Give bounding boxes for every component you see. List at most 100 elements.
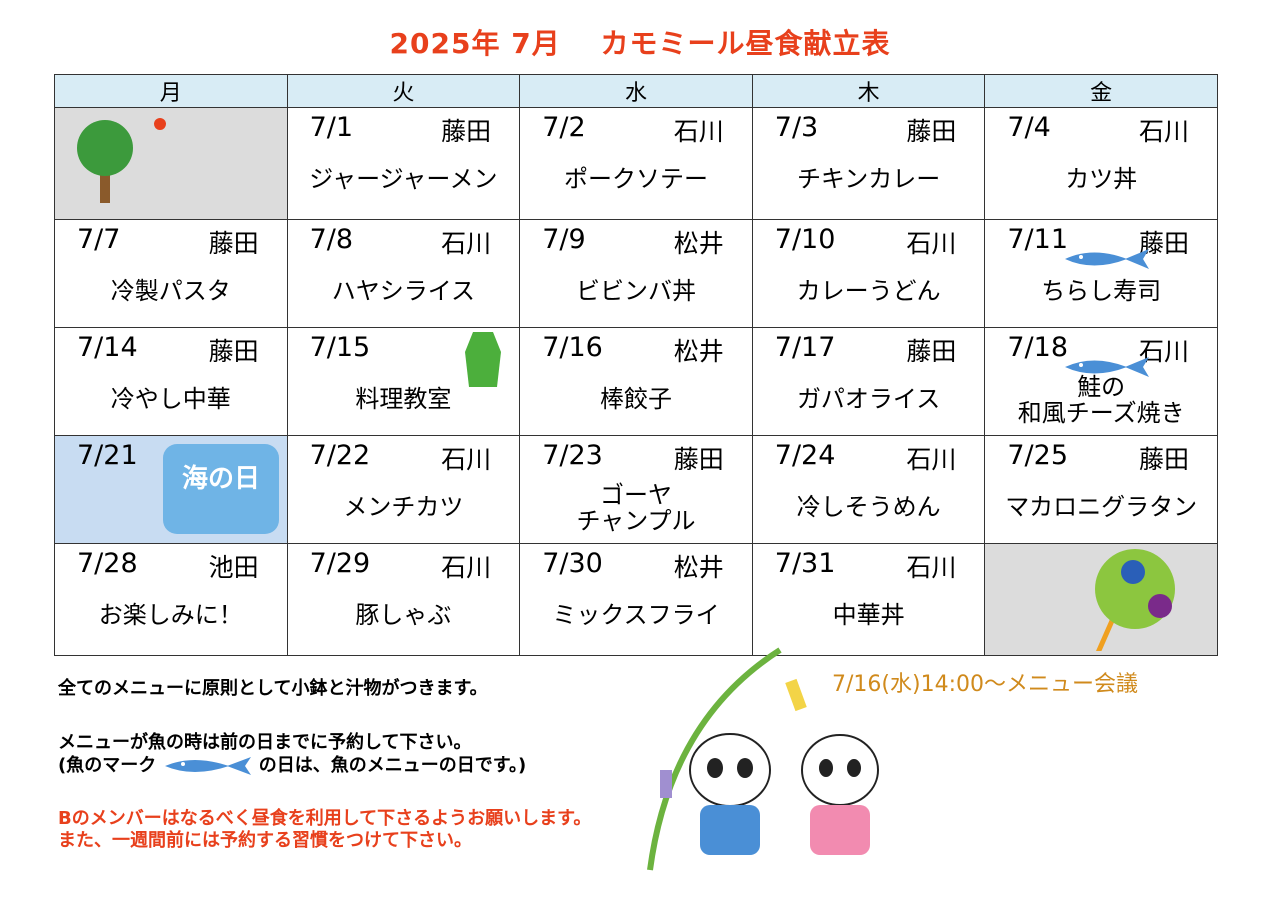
day-cell: 7/29 石川豚しゃぶ [286, 543, 521, 656]
menu-item: マカロニグラタン [1005, 493, 1198, 521]
day-cell: 7/3 藤田 チキンカレー [751, 107, 986, 220]
menu-calendar: 月火水木金 7/1 藤田 ジャージャーメン 7/2 石川 ポークソテー 7/3 藤田 チキンカレ… [54, 74, 1218, 666]
date-label: 7/9 [542, 224, 586, 255]
umi-no-hi-badge: 海の日 [163, 444, 279, 534]
menu-item: 冷やし中華 [110, 385, 231, 413]
menu-item: 棒餃子 [599, 385, 672, 413]
date-label: 7/16 [542, 332, 603, 363]
menu-item: カツ丼 [1065, 165, 1138, 193]
weekday-header: 金 [984, 74, 1218, 108]
staff-name: 石川 [1138, 117, 1189, 146]
date-label: 7/30 [542, 548, 603, 579]
page-title: 2025年 7月 カモミール昼食献立表 [389, 27, 891, 60]
date-label: 7/28 [77, 548, 138, 579]
menu-item: ハヤシライス [331, 277, 476, 305]
date-label: 7/21 [77, 440, 138, 471]
menu-item: ミックスフライ [552, 601, 720, 629]
staff-name: 池田 [208, 553, 259, 582]
menu-item: ゴーヤ チャンプル [576, 481, 696, 535]
date-label: 7/14 [77, 332, 138, 363]
date-label: 7/1 [309, 112, 354, 143]
staff-name: 藤田 [906, 337, 957, 366]
staff-name: 藤田 [1138, 229, 1189, 258]
date-label: 7/22 [309, 440, 371, 471]
weekday-header: 月 [54, 74, 288, 108]
day-cell [54, 107, 288, 220]
date-label: 7/29 [309, 548, 371, 579]
fish-icon [163, 756, 253, 776]
day-cell: 7/18 石川 鮭の 和風チーズ焼き [984, 327, 1218, 436]
day-cell: 7/7 藤田 冷製パスタ [54, 219, 288, 328]
date-label: 7/11 [1007, 224, 1069, 255]
day-cell: 7/1 藤田ジャージャーメン [286, 107, 521, 220]
staff-name: 藤田 [208, 337, 259, 366]
apron-illustration [464, 332, 501, 387]
staff-name: 石川 [441, 445, 492, 474]
day-cell: 7/15 料理教室 [286, 327, 521, 436]
day-cell: 7/31 石川 中華丼 [751, 543, 986, 656]
day-cell: 7/30 松井 ミックスフライ [519, 543, 753, 656]
staff-name: 藤田 [208, 229, 259, 258]
date-label: 7/2 [542, 112, 586, 143]
day-cell: 7/11 藤田 ちらし寿司 [984, 219, 1218, 328]
weekday-header: 火 [286, 74, 521, 108]
menu-item: カレーうどん [796, 277, 941, 305]
staff-name: 石川 [441, 553, 492, 582]
note-side-dishes: 全てのメニューに原則として小鉢と汁物がつきます。 [58, 678, 488, 699]
day-cell: 7/21 海の日 [54, 435, 288, 544]
day-cell: 7/9 松井 ビビンバ丼 [519, 219, 753, 328]
date-label: 7/10 [774, 224, 836, 255]
tree-illustration [77, 118, 166, 203]
menu-item: ジャージャーメン [309, 165, 498, 193]
date-label: 7/8 [309, 224, 354, 255]
weekday-header: 水 [519, 74, 753, 108]
date-label: 7/25 [1007, 440, 1069, 471]
day-cell: 7/16 松井 棒餃子 [519, 327, 753, 436]
uchiwa-fan-illustration [1091, 549, 1176, 666]
day-cell: 7/8 石川ハヤシライス [286, 219, 521, 328]
date-label: 7/24 [774, 440, 836, 471]
day-cell: 7/14 藤田冷やし中華 [54, 327, 288, 436]
staff-name: 松井 [673, 337, 724, 366]
menu-item: メンチカツ [343, 493, 464, 521]
note-fish-reservation: メニューが魚の時は前の日までに予約して下さい。 [58, 732, 472, 753]
date-label: 7/15 [309, 332, 371, 363]
note-fish-mark: (魚のマーク の日は、魚のメニューの日です。) [58, 755, 527, 776]
date-label: 7/31 [774, 548, 836, 579]
day-cell: 7/17 藤田 ガパオライス [751, 327, 986, 436]
menu-item: ビビンバ丼 [575, 277, 696, 305]
menu-item: チキンカレー [796, 165, 941, 193]
staff-name: 石川 [1138, 337, 1189, 366]
staff-name: 藤田 [441, 117, 492, 146]
staff-name: 藤田 [673, 445, 724, 474]
day-cell: 7/22 石川メンチカツ [286, 435, 521, 544]
tanabata-pandas-illustration [647, 647, 879, 871]
staff-name: 藤田 [1138, 445, 1189, 474]
menu-item: 中華丼 [832, 601, 905, 629]
staff-name: 石川 [441, 229, 492, 258]
menu-item: 料理教室 [355, 385, 452, 413]
note-b-members: Bのメンバーはなるべく昼食を利用して下さるようお願いします。 [58, 808, 592, 829]
day-cell: 7/28 池田お楽しみに！ [54, 543, 288, 656]
menu-item: 冷しそうめん [796, 493, 941, 521]
staff-name: 石川 [906, 229, 957, 258]
staff-name: 石川 [906, 445, 957, 474]
menu-item: 豚しゃぶ [355, 601, 452, 629]
week-row: 7/1 藤田 ジャージャーメン 7/2 石川 ポークソテー 7/3 藤田 チキンカレー 7/4 石川… [54, 107, 1218, 220]
note-reservation-habit: また、一週間前には予約する習慣をつけて下さい。 [58, 830, 472, 851]
menu-item: ポークソテー [563, 165, 708, 193]
date-label: 7/3 [774, 112, 819, 143]
day-cell: 7/24 石川冷しそうめん [751, 435, 986, 544]
week-row: 7/14 藤田冷やし中華 7/15 料理教室 7/16 松井 棒餃子 7/17 藤田 ガパオライス… [54, 327, 1218, 436]
day-cell [984, 543, 1218, 666]
day-cell: 7/10 石川カレーうどん [751, 219, 986, 328]
weekday-header: 木 [751, 74, 986, 108]
staff-name: 石川 [906, 553, 957, 582]
menu-item: 鮭の 和風チーズ焼き [1017, 373, 1185, 427]
menu-item: お楽しみに！ [98, 601, 243, 629]
fish-icon [1063, 356, 1151, 378]
meeting-notice: 7/16(水)14:00～メニュー会議 [832, 672, 1138, 697]
day-cell: 7/25 藤田マカロニグラタン [984, 435, 1218, 544]
date-label: 7/23 [542, 440, 603, 471]
week-row: 7/21 海の日 7/22 石川メンチカツ 7/23 藤田ゴーヤ チャンプル 7/24 石川冷… [54, 435, 1218, 544]
